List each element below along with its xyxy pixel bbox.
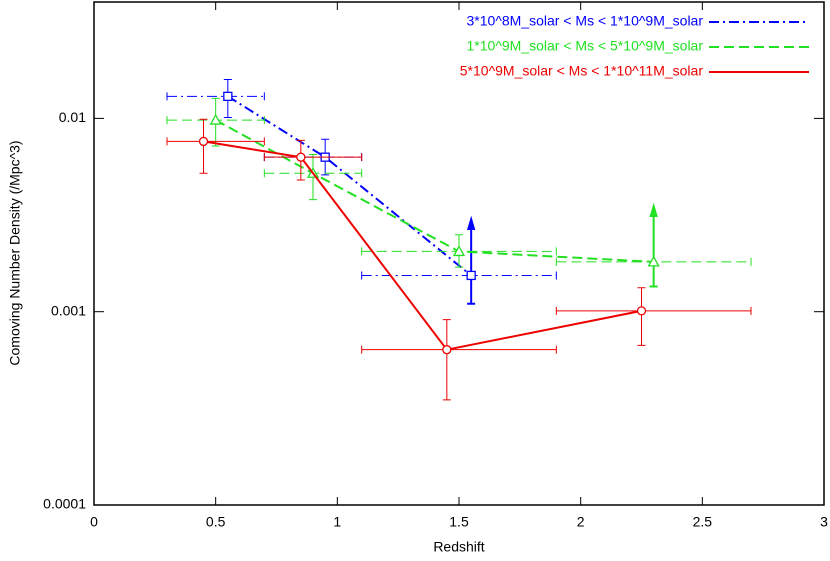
y-error-bar bbox=[199, 118, 208, 174]
x-error-bar bbox=[166, 92, 265, 101]
marker bbox=[636, 306, 647, 316]
limit-arrow bbox=[649, 202, 658, 218]
x-tick-label: 0 bbox=[90, 514, 98, 530]
x-error-bar bbox=[361, 345, 557, 354]
x-tick-label: 2 bbox=[577, 514, 585, 530]
y-axis-label: Comoving Number Density (/Mpc^3) bbox=[7, 140, 23, 365]
x-axis-label: Redshift bbox=[433, 539, 484, 555]
legend-label: 3*10^8M_solar < Ms < 1*10^9M_solar bbox=[467, 13, 704, 29]
series-line bbox=[203, 140, 642, 351]
x-error-bar bbox=[166, 137, 265, 146]
marker bbox=[466, 270, 476, 281]
y-error-bar bbox=[467, 219, 476, 305]
y-error-bar bbox=[442, 319, 451, 401]
marker bbox=[442, 345, 452, 355]
y-error-bar bbox=[637, 287, 646, 346]
legend-label: 1*10^9M_solar < Ms < 5*10^9M_solar bbox=[467, 38, 704, 54]
limit-arrow bbox=[467, 215, 476, 230]
x-tick-label: 1 bbox=[333, 514, 341, 530]
x-tick-label: 0.5 bbox=[206, 514, 226, 530]
x-error-bar bbox=[361, 271, 557, 280]
x-tick-label: 2.5 bbox=[693, 514, 713, 530]
y-tick-label: 0.01 bbox=[59, 109, 86, 125]
marker bbox=[647, 255, 660, 267]
y-tick-label: 0.001 bbox=[51, 302, 86, 318]
y-tick-label: 0.0001 bbox=[43, 496, 86, 512]
x-error-bar bbox=[263, 153, 363, 162]
marker bbox=[209, 113, 222, 125]
y-error-bar bbox=[649, 206, 658, 288]
x-tick-label: 3 bbox=[820, 514, 828, 530]
series-line bbox=[215, 119, 654, 263]
x-tick-label: 1.5 bbox=[449, 514, 469, 530]
x-error-bar bbox=[555, 306, 752, 315]
marker bbox=[223, 91, 233, 102]
marker bbox=[198, 136, 209, 147]
marker bbox=[452, 245, 466, 257]
legend-label: 5*10^9M_solar < Ms < 1*10^11M_solar bbox=[460, 63, 704, 79]
marker bbox=[296, 152, 306, 162]
